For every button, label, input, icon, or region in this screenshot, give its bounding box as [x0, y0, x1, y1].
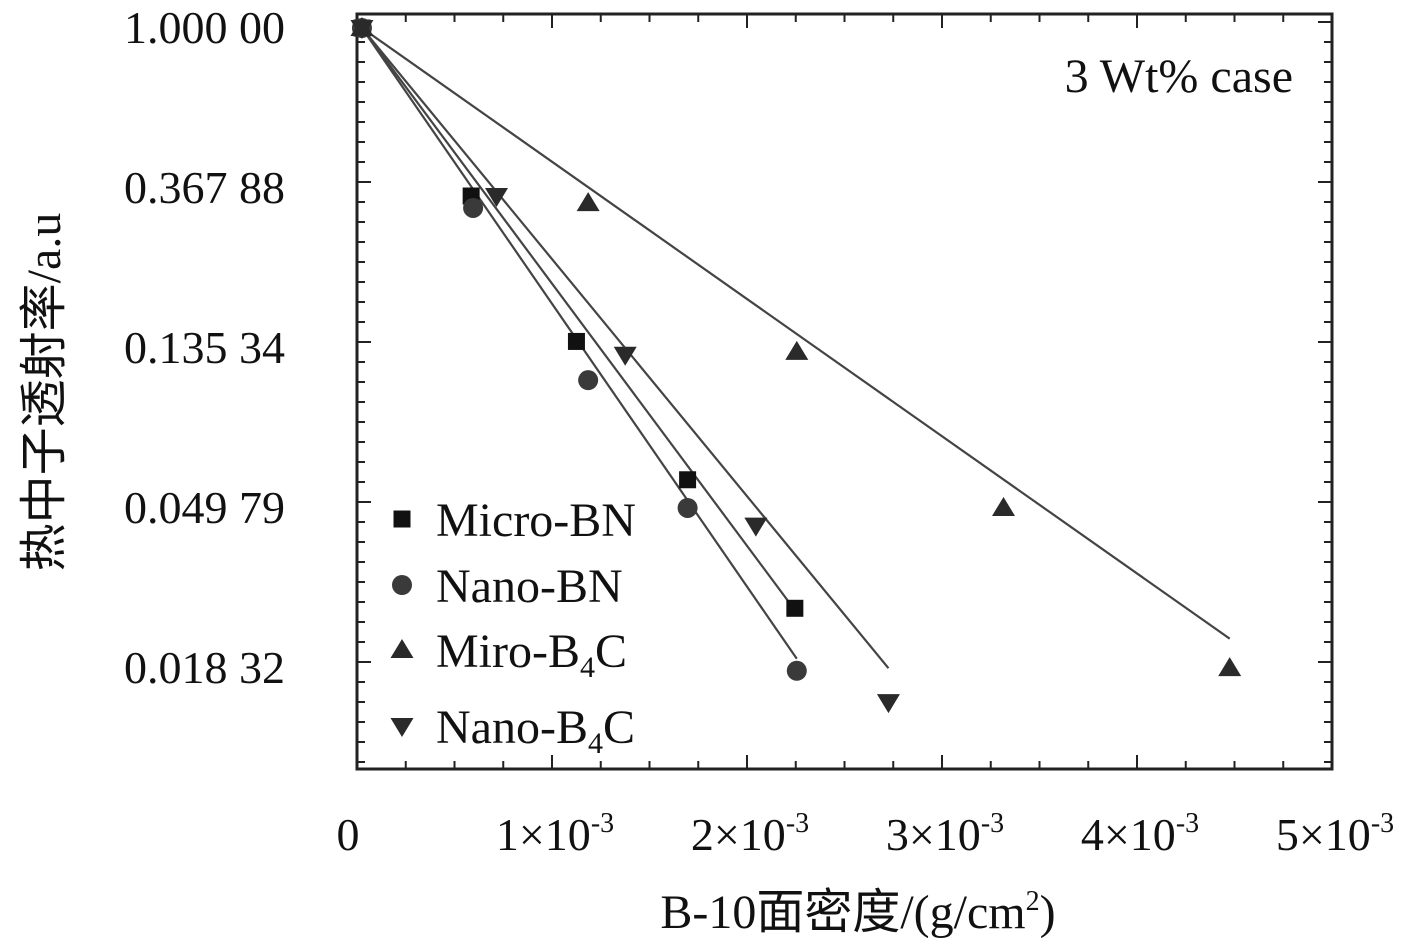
data-point: [786, 660, 807, 681]
y-tick-label: 0.018 32: [124, 642, 285, 693]
data-point: [576, 192, 600, 212]
annotation-text: 3 Wt% case: [1065, 50, 1293, 103]
data-point: [679, 471, 697, 489]
tick-marks: [356, 14, 1333, 769]
y-tick-label: 0.135 34: [124, 322, 285, 373]
fit-line: [361, 27, 796, 611]
legend-label: Miro-B4C: [436, 625, 627, 684]
data-point: [677, 497, 698, 518]
legend-marker: [390, 718, 414, 737]
legend-marker: [393, 510, 411, 528]
x-tick-label: 0: [337, 809, 360, 860]
legend-marker: [390, 639, 414, 658]
data-point: [613, 346, 637, 366]
x-tick-label: 5×10-3: [1276, 808, 1394, 860]
legend-label: Micro-BN: [436, 494, 636, 547]
y-tick-label: 1.000 00: [124, 2, 285, 53]
x-tick-labels: 0 1×10-3 2×10-3 3×10-3 4×10-3 5×10-3: [337, 808, 1395, 860]
data-point: [744, 517, 768, 537]
legend-marker: [392, 575, 412, 595]
data-point: [350, 20, 374, 39]
fit-line: [361, 27, 1231, 640]
data-point: [1218, 657, 1242, 677]
data-point: [785, 340, 809, 360]
x-tick-label: 2×10-3: [691, 808, 809, 860]
legend-label: Nano-BN: [436, 560, 623, 613]
data-point: [786, 599, 804, 617]
data-point: [485, 188, 508, 208]
data-point: [463, 197, 484, 218]
data-point: [876, 694, 900, 714]
x-tick-label: 4×10-3: [1081, 808, 1199, 860]
x-tick-label: 3×10-3: [886, 808, 1004, 860]
y-tick-label: 0.049 79: [124, 482, 285, 533]
data-points: [350, 17, 1242, 714]
legend-label: Nano-B4C: [436, 701, 635, 760]
legend: Micro-BN Nano-BN Miro-B4C Nano-B4C: [390, 494, 636, 760]
x-tick-label: 1×10-3: [496, 808, 614, 860]
data-point: [992, 496, 1015, 516]
x-axis-title: B-10面密度/(g/cm2): [660, 886, 1055, 939]
y-axis-title: 热中子透射率/a.u: [18, 213, 71, 572]
y-tick-labels: 1.000 00 0.367 88 0.135 34 0.049 79 0.018 32: [124, 2, 285, 693]
data-point: [567, 332, 585, 350]
data-point: [578, 370, 599, 391]
y-tick-label: 0.367 88: [124, 162, 285, 213]
